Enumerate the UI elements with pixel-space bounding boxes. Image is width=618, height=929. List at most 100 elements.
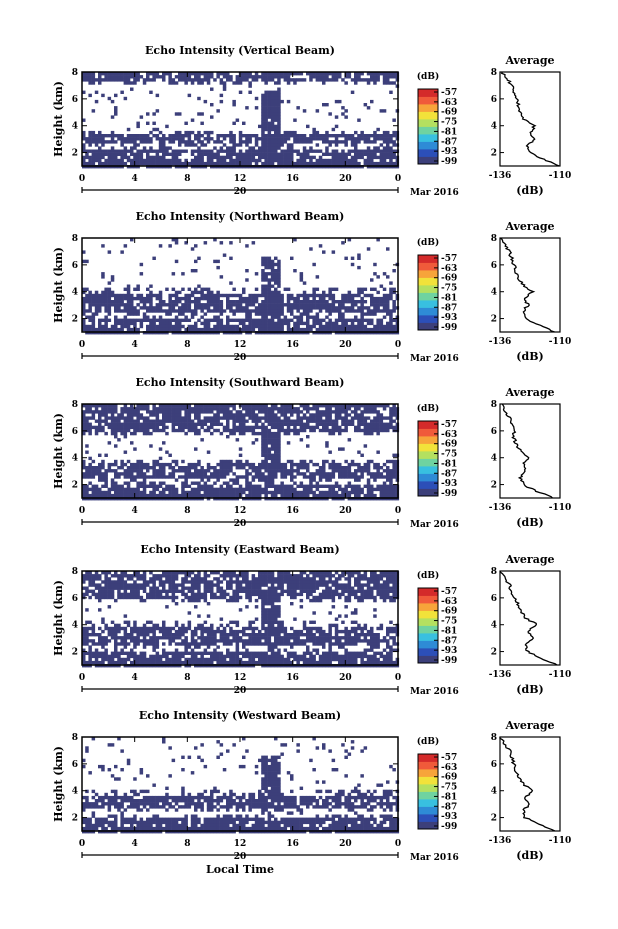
- echo-cell: [299, 140, 304, 144]
- echo-cell: [242, 140, 246, 144]
- echo-cell: [162, 137, 166, 141]
- echo-cell: [85, 571, 89, 575]
- echo-cell: [325, 75, 329, 79]
- echo-cell: [254, 72, 259, 76]
- echo-cell: [344, 419, 348, 423]
- echo-cell: [104, 413, 108, 417]
- echo-cell: [315, 149, 320, 153]
- echo-cell: [360, 583, 364, 587]
- echo-cell: [331, 404, 336, 408]
- echo-cell: [341, 422, 345, 426]
- echo-cell: [171, 161, 176, 166]
- echo-cell: [315, 583, 320, 587]
- echo-cell: [261, 284, 265, 288]
- echo-cell: [341, 293, 345, 298]
- echo-cell: [146, 425, 150, 430]
- echo-cell: [341, 493, 345, 498]
- echo-cell: [248, 155, 252, 160]
- echo-cell: [251, 484, 256, 488]
- echo-cell: [197, 96, 201, 101]
- echo-cell: [392, 140, 396, 144]
- colorbar-segment: [418, 277, 438, 286]
- echo-cell: [277, 72, 281, 76]
- echo-cell: [219, 472, 224, 476]
- echo-cell: [235, 574, 240, 578]
- echo-cell: [293, 428, 297, 433]
- echo-cell: [213, 309, 217, 313]
- echo-cell: [216, 490, 220, 495]
- echo-cell: [206, 450, 211, 454]
- echo-cell: [149, 78, 153, 82]
- echo-cell: [203, 152, 208, 156]
- echo-cell: [114, 158, 118, 163]
- echo-cell: [216, 577, 220, 581]
- echo-cell: [88, 456, 92, 461]
- echo-cell: [360, 475, 364, 479]
- echo-cell: [357, 318, 361, 322]
- echo-cell: [114, 75, 118, 79]
- echo-cell: [174, 137, 179, 141]
- echo-cell: [325, 404, 329, 408]
- echo-cell: [219, 459, 224, 464]
- echo-cell: [261, 431, 265, 436]
- echo-cell: [235, 303, 240, 307]
- echo-cell: [277, 127, 281, 132]
- echo-cell: [370, 407, 374, 411]
- echo-cell: [139, 300, 144, 304]
- echo-cell: [123, 321, 128, 326]
- echo-cell: [354, 472, 358, 476]
- echo-cell: [258, 419, 262, 423]
- echo-cell: [120, 431, 124, 436]
- echo-cell: [104, 303, 108, 307]
- echo-cell: [120, 309, 124, 313]
- echo-cell: [360, 419, 364, 423]
- echo-cell: [270, 75, 275, 79]
- echo-cell: [155, 589, 160, 593]
- echo-cell: [133, 143, 137, 147]
- echo-cell: [264, 315, 268, 319]
- echo-cell: [174, 321, 179, 326]
- echo-cell: [216, 109, 220, 113]
- echo-cell: [376, 419, 380, 423]
- echo-cell: [133, 158, 137, 163]
- echo-cell: [379, 155, 384, 160]
- echo-cell: [146, 431, 150, 436]
- echo-cell: [229, 281, 233, 285]
- echo-cell: [120, 459, 124, 464]
- echo-cell: [152, 487, 156, 492]
- echo-cell: [274, 469, 278, 473]
- echo-cell: [158, 318, 163, 322]
- echo-cell: [200, 404, 204, 408]
- echo-cell: [354, 478, 358, 482]
- echo-cell: [171, 586, 176, 590]
- echo-cell: [136, 493, 140, 498]
- echo-cell: [283, 487, 288, 492]
- echo-cell: [373, 586, 377, 590]
- echo-cell: [306, 425, 310, 430]
- echo-cell: [261, 324, 265, 329]
- echo-cell: [264, 484, 268, 488]
- echo-cell: [318, 469, 323, 473]
- echo-cell: [206, 300, 211, 304]
- echo-cell: [267, 462, 272, 467]
- echo-cell: [270, 72, 275, 76]
- echo-cell: [98, 493, 102, 498]
- echo-cell: [376, 413, 380, 417]
- echo-cell: [389, 290, 393, 295]
- echo-cell: [341, 447, 345, 451]
- echo-cell: [136, 124, 140, 129]
- echo-cell: [296, 472, 300, 476]
- echo-cell: [178, 318, 182, 322]
- echo-cell: [88, 475, 92, 479]
- echo-cell: [130, 327, 134, 332]
- echo-cell: [264, 118, 268, 122]
- echo-cell: [296, 134, 300, 138]
- echo-cell: [235, 459, 240, 464]
- colorbar-tick-label: -93: [441, 479, 457, 489]
- echo-cell: [226, 574, 230, 578]
- echo-cell: [264, 478, 268, 482]
- echo-cell: [366, 428, 371, 433]
- echo-cell: [235, 577, 240, 581]
- echo-cell: [274, 75, 278, 79]
- echo-cell: [146, 583, 150, 587]
